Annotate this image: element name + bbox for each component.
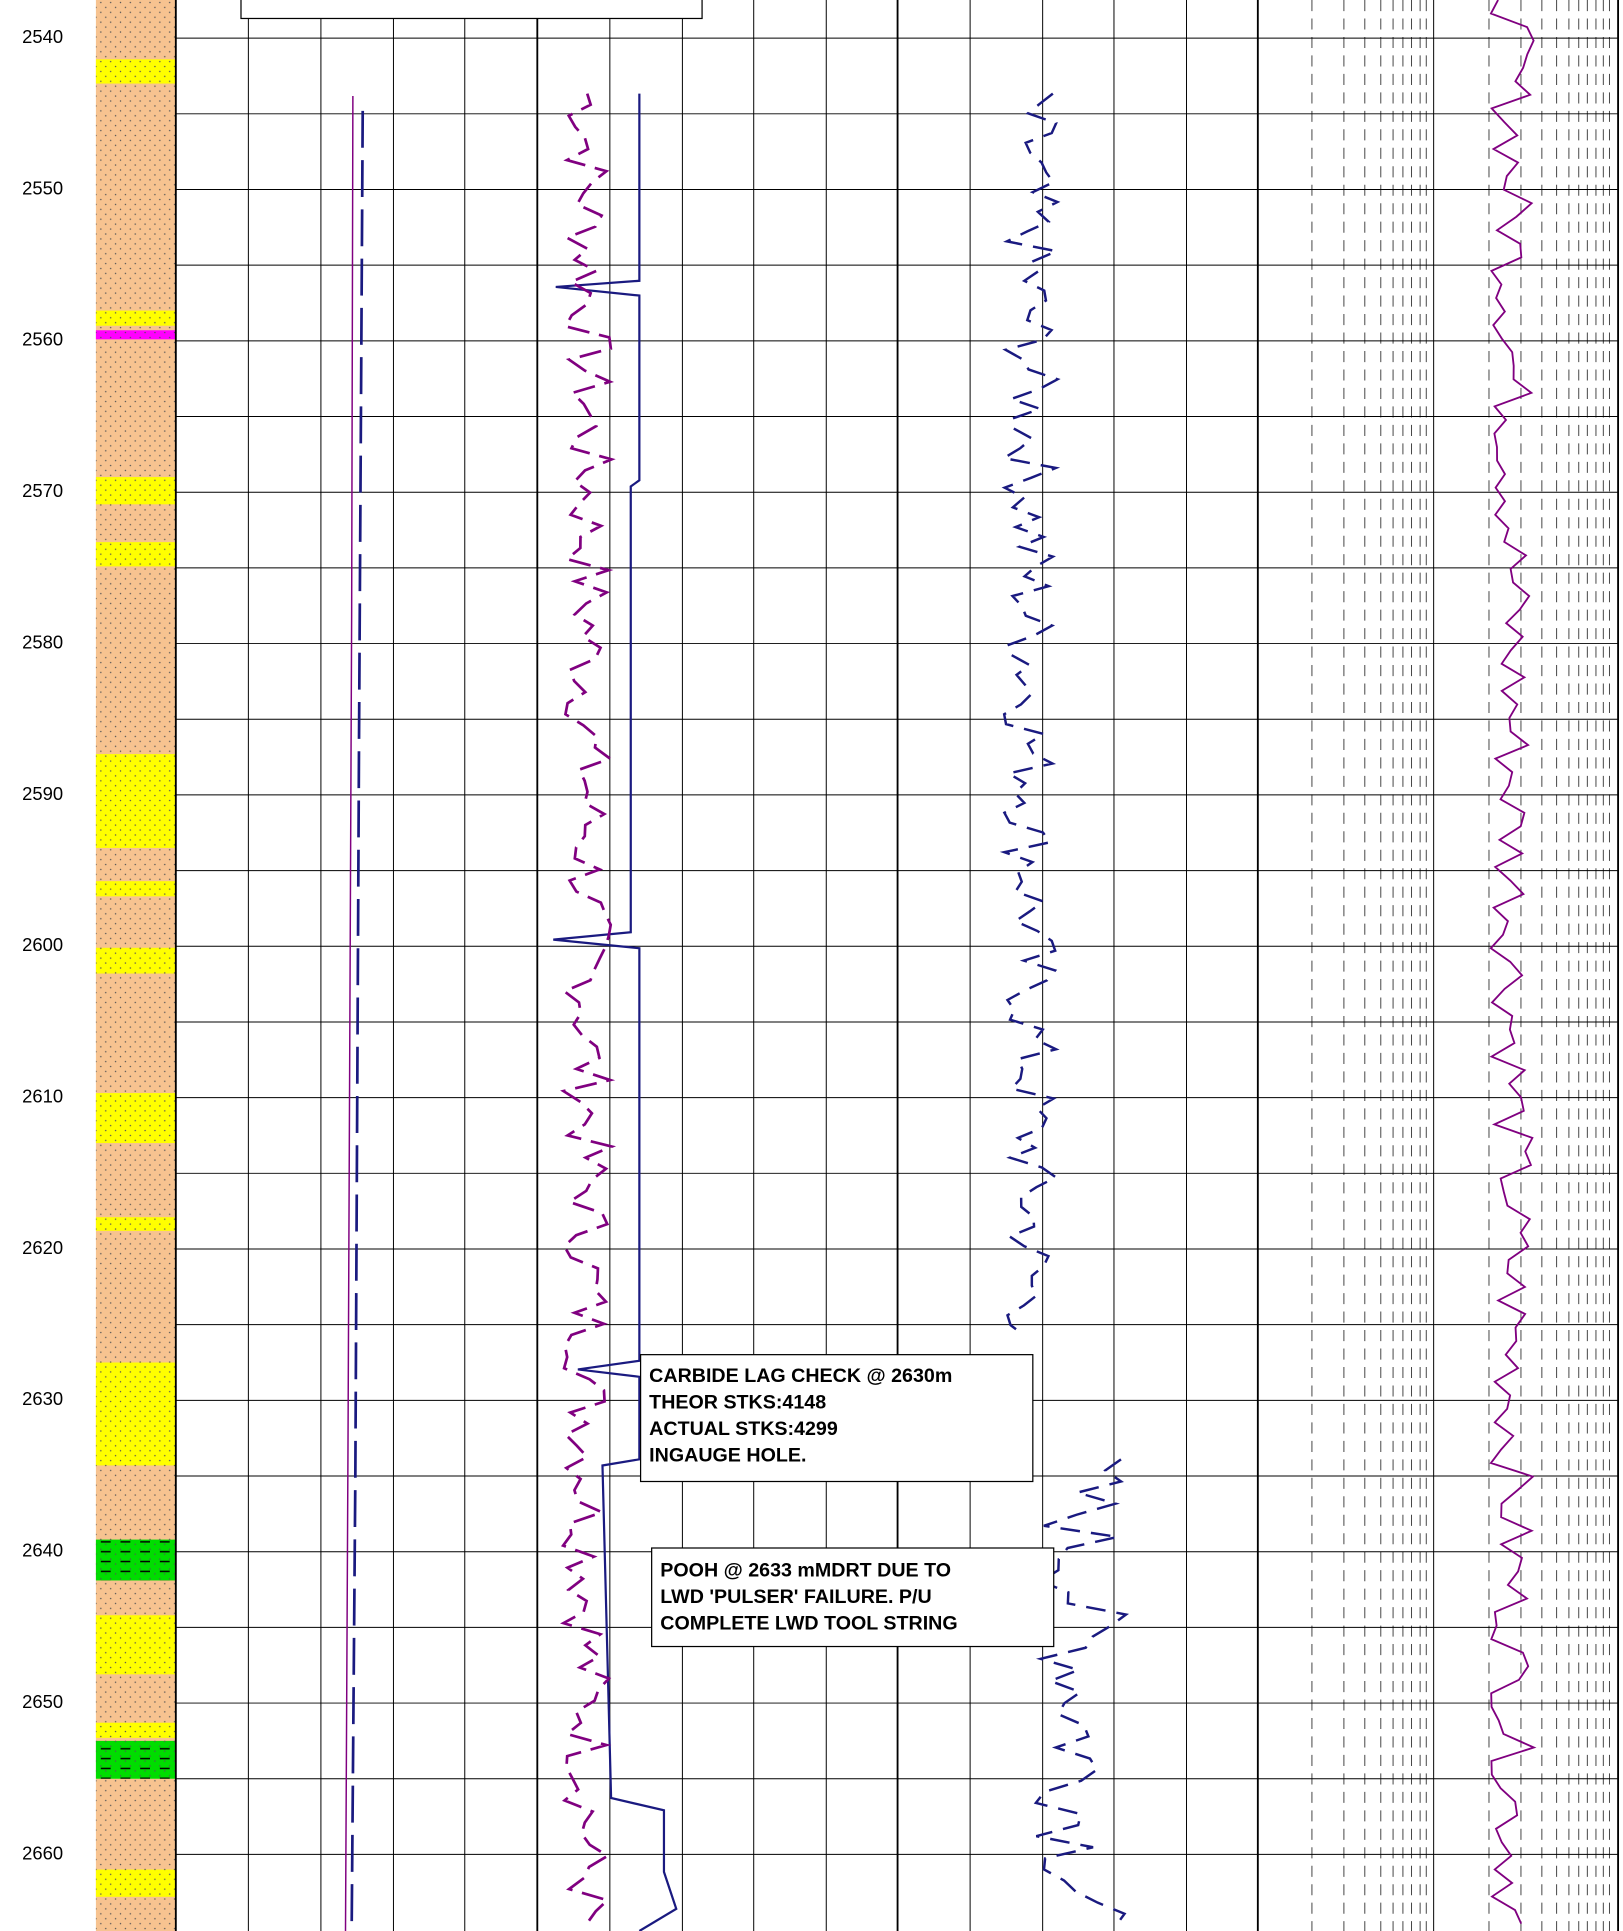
- annotation-box: [240, 0, 703, 20]
- log-curve: [1489, 0, 1537, 1924]
- depth-label: 2660: [22, 1842, 63, 1863]
- lithology-texture: [95, 0, 176, 1931]
- log-curve: [560, 93, 617, 1924]
- depth-label: 2640: [22, 1540, 63, 1561]
- depth-label: 2630: [22, 1388, 63, 1409]
- log-curve: [1033, 1458, 1130, 1926]
- log-curve: [553, 93, 678, 1931]
- depth-label: 2600: [22, 934, 63, 955]
- annotation-text: POOH @ 2633 mMDRT DUE TO: [660, 1560, 951, 1582]
- depth-label: 2590: [22, 783, 63, 804]
- log-curve: [344, 96, 354, 1931]
- annotation-box: [651, 1547, 1055, 1648]
- annotation-text: ACTUAL STKS:4299: [649, 1418, 838, 1440]
- depth-label: 2580: [22, 631, 63, 652]
- annotation-text: COMPLETE LWD TOOL STRING: [660, 1613, 957, 1635]
- depth-label: 2550: [22, 177, 63, 198]
- annotation-text: INGAUGE HOLE.: [649, 1444, 806, 1466]
- depth-label: 2620: [22, 1237, 63, 1258]
- annotation-text: LWD 'PULSER' FAILURE. P/U: [660, 1586, 931, 1608]
- log-curve: [999, 92, 1061, 1336]
- depth-label: 2540: [22, 26, 63, 47]
- annotation-text: THEOR STKS:4148: [649, 1391, 826, 1413]
- depth-label: 2650: [22, 1691, 63, 1712]
- depth-label: 2610: [22, 1085, 63, 1106]
- depth-label: 2570: [22, 480, 63, 501]
- annotation-text: CARBIDE LAG CHECK @ 2630m: [649, 1365, 952, 1387]
- annotation-box: [639, 1354, 1034, 1483]
- log-curve: [350, 110, 365, 1931]
- depth-label: 2560: [22, 329, 63, 350]
